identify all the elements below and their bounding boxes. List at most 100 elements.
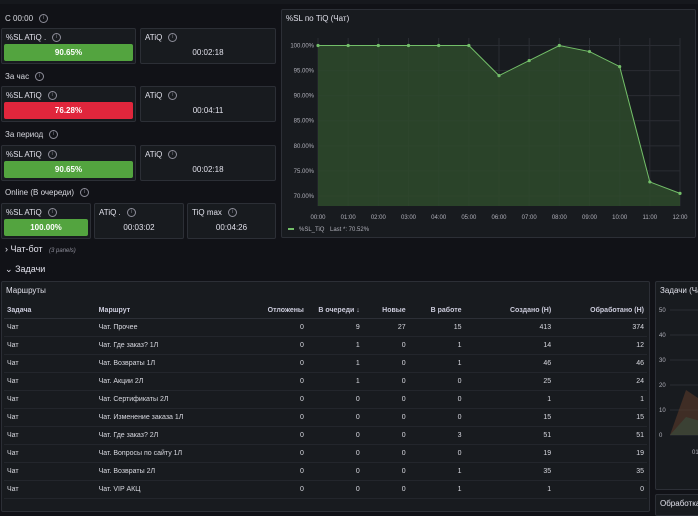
col-header[interactable]: В работе bbox=[408, 302, 465, 319]
info-icon[interactable]: i bbox=[39, 14, 49, 24]
table-row[interactable]: Чат Чат. Где заказ? 1Л 0 1 0 1 14 12 bbox=[4, 336, 647, 355]
panel-title: %SL ATiQ bbox=[6, 150, 42, 159]
x-tick-label: 12:00 bbox=[672, 215, 688, 221]
info-icon[interactable]: i bbox=[227, 208, 237, 218]
data-point bbox=[557, 43, 561, 48]
table-cell: 1 bbox=[464, 480, 555, 499]
sl-atiq-since-panel: %SL ATiQ . i 90.65% bbox=[1, 28, 136, 64]
y-tick-label: 0 bbox=[659, 433, 663, 439]
col-header[interactable]: Обработано (Н) bbox=[554, 302, 647, 319]
table-cell: 0 bbox=[245, 462, 307, 481]
table-cell: 35 bbox=[554, 462, 647, 481]
info-icon[interactable]: i bbox=[35, 72, 45, 82]
atiq-period-panel: ATiQ i 00:02:18 bbox=[140, 145, 276, 181]
y-tick-label: 95.00% bbox=[294, 69, 315, 75]
panel-title: %SL ATiQ . bbox=[6, 33, 47, 42]
table-row[interactable]: Чат Чат. Возвраты 1Л 0 1 0 1 46 46 bbox=[4, 354, 647, 373]
data-point bbox=[316, 43, 320, 48]
row-tasks-toggle[interactable]: ⌄ Задачи bbox=[5, 264, 46, 274]
y-tick-label: 20 bbox=[659, 383, 666, 389]
y-tick-label: 40 bbox=[659, 333, 666, 339]
sl-chart-panel: %SL по TiQ (Чат) 100.00% 95.00% 90.00% 85.0… bbox=[281, 9, 696, 238]
table-row[interactable]: Чат Чат. Где заказ? 2Л 0 0 0 3 51 51 bbox=[4, 426, 647, 445]
table-cell: 0 bbox=[362, 336, 409, 355]
table-cell: 46 bbox=[464, 354, 555, 373]
table-cell: 27 bbox=[362, 318, 409, 337]
table-row[interactable]: Чат Чат. Изменение заказа 1Л 0 0 0 0 15 15 bbox=[4, 408, 647, 427]
y-tick-label: 100.00% bbox=[290, 44, 314, 50]
panel-title: ATiQ . bbox=[99, 208, 121, 217]
table-cell: 0 bbox=[245, 354, 307, 373]
table-cell: 0 bbox=[362, 354, 409, 373]
table-cell: 0 bbox=[362, 408, 409, 427]
table-row[interactable]: Чат Чат. Акции 2Л 0 1 0 0 25 24 bbox=[4, 372, 647, 391]
table-cell: Чат bbox=[4, 336, 96, 355]
table-cell: 0 bbox=[306, 390, 363, 409]
x-tick-label: 09:00 bbox=[582, 215, 598, 221]
atiq-hour-panel: ATiQ i 00:04:11 bbox=[140, 86, 276, 122]
col-header[interactable]: Маршрут bbox=[95, 302, 246, 319]
col-header[interactable]: Новые bbox=[362, 302, 409, 319]
table-cell: 0 bbox=[306, 408, 363, 427]
sort-arrow-icon: ↓ bbox=[356, 306, 360, 314]
sl-line-chart[interactable]: 100.00% 95.00% 90.00% 85.00% 80.00% 75.00% 70.… bbox=[282, 10, 695, 237]
col-header[interactable]: Создано (Н) bbox=[464, 302, 555, 319]
panel-title: ATiQ bbox=[145, 91, 163, 100]
top-cutoff-strip bbox=[0, 0, 698, 4]
atiq-value: 00:02:18 bbox=[192, 165, 224, 174]
data-point bbox=[467, 43, 471, 48]
info-icon[interactable]: i bbox=[47, 208, 57, 218]
table-cell: Чат. Вопросы по сайту 1Л bbox=[95, 444, 246, 463]
data-point bbox=[678, 191, 682, 195]
table-cell: 0 bbox=[245, 336, 307, 355]
table-cell: 19 bbox=[464, 444, 555, 463]
table-cell: Чат bbox=[4, 354, 96, 373]
tiq-max-online-panel: TiQ max i 00:04:26 bbox=[187, 203, 276, 239]
info-icon[interactable]: i bbox=[168, 91, 178, 101]
table-cell: 0 bbox=[306, 426, 363, 445]
table-cell: 1 bbox=[306, 336, 363, 355]
table-cell: Чат bbox=[4, 426, 96, 445]
table-row[interactable]: Чат Чат. Возвраты 2Л 0 0 0 1 35 35 bbox=[4, 462, 647, 481]
info-icon[interactable]: i bbox=[47, 150, 57, 160]
table-cell: Чат. Где заказ? 2Л bbox=[95, 426, 246, 445]
routes-table: Задача Маршрут Отложены В очереди ↓ Новы… bbox=[4, 302, 647, 499]
data-point bbox=[406, 43, 411, 48]
info-icon[interactable]: i bbox=[168, 150, 178, 160]
table-cell: 15 bbox=[464, 408, 555, 427]
section-online-label: Online (В очереди) i bbox=[5, 188, 89, 198]
table-row[interactable]: Чат Чат. Вопросы по сайту 1Л 0 0 0 0 19 19 bbox=[4, 444, 647, 463]
y-tick-label: 30 bbox=[659, 358, 666, 364]
table-cell: Чат. Изменение заказа 1Л bbox=[95, 408, 246, 427]
panel-title: ATiQ bbox=[145, 33, 163, 42]
table-header-row: Задача Маршрут Отложены В очереди ↓ Новы… bbox=[4, 302, 647, 319]
table-row[interactable]: Чат Чат. Прочее 0 9 27 15 413 374 bbox=[4, 318, 647, 337]
table-cell: 51 bbox=[464, 426, 555, 445]
table-row[interactable]: Чат Чат. VIP АКЦ 0 0 0 1 1 0 bbox=[4, 480, 647, 499]
table-cell: Чат bbox=[4, 390, 96, 409]
table-cell: 0 bbox=[306, 444, 363, 463]
table-cell: 3 bbox=[408, 426, 465, 445]
data-point bbox=[618, 64, 622, 69]
section-since-label: С 00:00 i bbox=[5, 14, 49, 24]
info-icon[interactable]: i bbox=[168, 33, 178, 43]
info-icon[interactable]: i bbox=[79, 188, 89, 198]
table-cell: Чат bbox=[4, 318, 96, 337]
table-cell: 24 bbox=[554, 372, 647, 391]
sl-atiq-hour-panel: %SL ATiQ i 76.28% bbox=[1, 86, 136, 122]
info-icon[interactable]: i bbox=[126, 208, 136, 218]
x-tick-label: 04:00 bbox=[431, 215, 447, 221]
info-icon[interactable]: i bbox=[52, 33, 62, 43]
table-row[interactable]: Чат Чат. Сертификаты 2Л 0 0 0 0 1 1 bbox=[4, 390, 647, 409]
row-chatbot-toggle[interactable]: › Чат-бот (3 panels) bbox=[5, 244, 76, 254]
y-tick-label: 85.00% bbox=[294, 119, 315, 125]
info-icon[interactable]: i bbox=[49, 130, 59, 140]
col-header[interactable]: Отложены bbox=[245, 302, 307, 319]
col-header-sorted[interactable]: В очереди ↓ bbox=[306, 302, 363, 319]
col-header[interactable]: Задача bbox=[4, 302, 96, 319]
info-icon[interactable]: i bbox=[47, 91, 57, 101]
panel-title: ATiQ bbox=[145, 150, 163, 159]
y-tick-label: 90.00% bbox=[294, 94, 315, 100]
data-point bbox=[648, 180, 652, 184]
data-point bbox=[437, 43, 441, 48]
